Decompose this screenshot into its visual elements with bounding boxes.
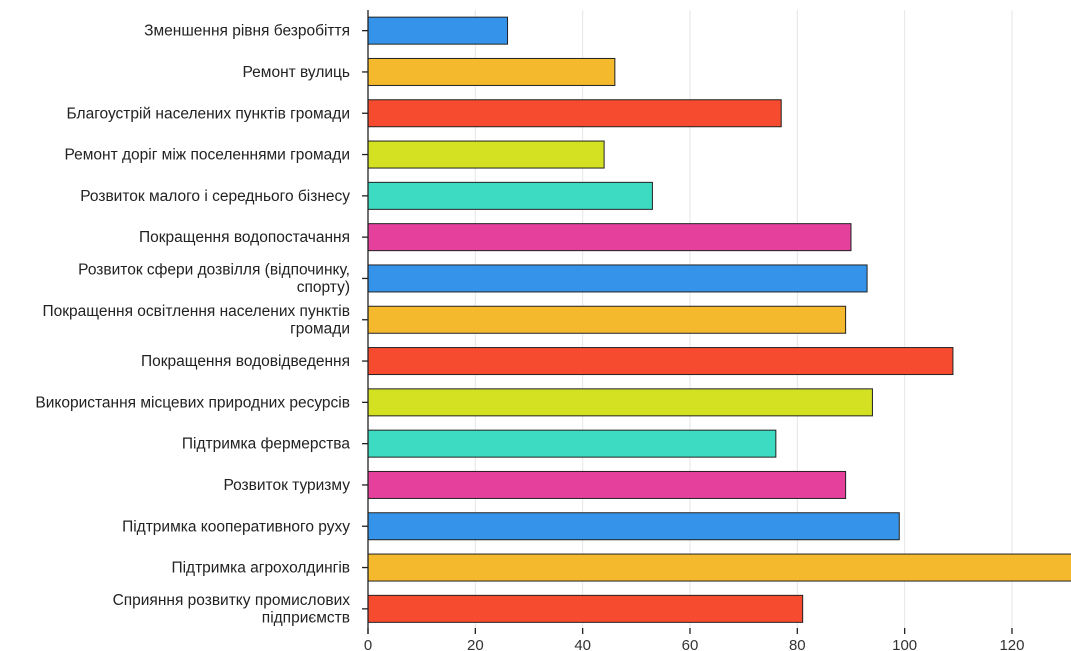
- x-tick-label: 40: [574, 637, 591, 651]
- category-label: Підтримка фермерства: [182, 436, 351, 453]
- bar: [367, 594, 804, 623]
- x-tick-label: 120: [999, 637, 1024, 651]
- bar: [367, 553, 1071, 582]
- bar: [367, 429, 777, 458]
- bar-layer: [367, 16, 1071, 623]
- category-label: спорту): [297, 279, 350, 296]
- category-label: Розвиток сфери дозвілля (відпочинку,: [78, 262, 350, 279]
- category-label: Ремонт доріг між поселеннями громади: [64, 147, 350, 164]
- category-label: Підтримка агрохолдингів: [171, 560, 350, 577]
- category-label: Покращення освітлення населених пунктів: [42, 303, 350, 320]
- category-label: підприємств: [262, 610, 350, 627]
- category-label: Благоустрій населених пунктів громади: [67, 105, 350, 122]
- bar: [367, 181, 653, 210]
- bar: [367, 264, 868, 293]
- category-label: Підтримка кооперативного руху: [122, 518, 350, 535]
- x-tick-label: 20: [467, 637, 484, 651]
- bar: [367, 305, 847, 334]
- category-label: Сприяння розвитку промислових: [113, 592, 351, 609]
- x-tick-label: 80: [789, 637, 806, 651]
- category-label: Покращення водовідведення: [141, 353, 350, 370]
- category-label: Розвиток малого і середнього бізнесу: [80, 188, 350, 205]
- x-tick-label: 60: [682, 637, 699, 651]
- bar: [367, 388, 873, 417]
- bar: [367, 57, 616, 86]
- category-label: громади: [290, 321, 350, 338]
- label-layer: 0 20 40 60 80 100 120 Зменшення рівня безробітт…: [35, 23, 1024, 651]
- category-label: Ремонт вулиць: [243, 64, 350, 81]
- category-label: Зменшення рівня безробіття: [144, 23, 350, 40]
- category-label: Розвиток туризму: [223, 477, 350, 494]
- bar: [367, 512, 900, 541]
- bar: [367, 470, 847, 499]
- category-label: Покращення водопостачання: [139, 229, 350, 246]
- category-label: Використання місцевих природних ресурсів: [35, 394, 350, 411]
- bar: [367, 347, 954, 376]
- axis-layer: [362, 10, 1013, 634]
- x-tick-label: 100: [892, 637, 917, 651]
- bar: [367, 16, 509, 45]
- x-tick-label: 0: [364, 637, 372, 651]
- bar: [367, 99, 782, 128]
- bar: [367, 223, 852, 252]
- bar: [367, 140, 605, 169]
